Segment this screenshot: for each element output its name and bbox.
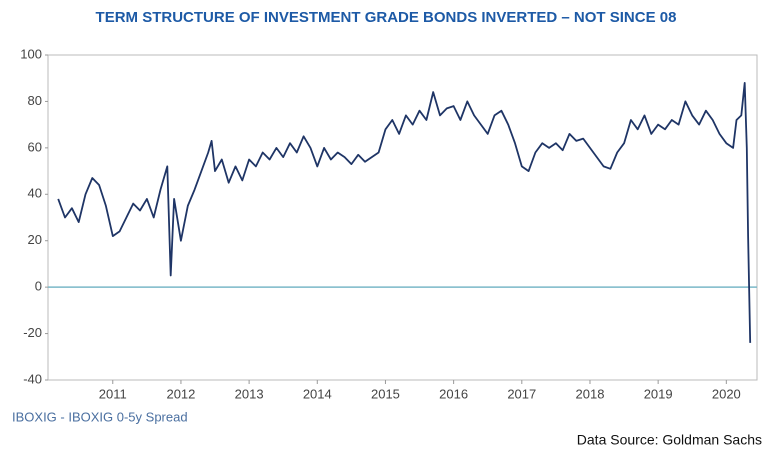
y-tick-label: 100 (20, 46, 42, 61)
x-tick-label: 2020 (712, 386, 741, 401)
x-tick-label: 2013 (235, 386, 264, 401)
x-tick-label: 2011 (99, 386, 127, 401)
y-tick-label: 0 (35, 279, 42, 294)
x-tick-label: 2019 (644, 386, 673, 401)
source: Data Source: Goldman Sachs (577, 432, 762, 448)
x-tick-label: 2017 (507, 386, 536, 401)
y-tick-label: 40 (28, 186, 42, 201)
plot-frame (47, 54, 758, 381)
chart-title: TERM STRUCTURE OF INVESTMENT GRADE BONDS… (96, 9, 677, 26)
x-tick-label: 2014 (303, 386, 332, 401)
y-tick-label: -20 (23, 325, 42, 340)
y-tick-label: 20 (28, 232, 42, 247)
y-tick-label: 60 (28, 139, 42, 154)
x-tick-label: 2012 (166, 386, 195, 401)
y-tick-label: 80 (28, 93, 42, 108)
y-tick-label: -40 (23, 371, 42, 386)
series-line (57, 82, 752, 343)
x-tick-label: 2018 (576, 386, 605, 401)
x-tick-label: 2016 (439, 386, 468, 401)
series-label: IBOXIG - IBOXIG 0-5y Spread (12, 409, 188, 424)
x-tick-label: 2015 (371, 386, 400, 401)
